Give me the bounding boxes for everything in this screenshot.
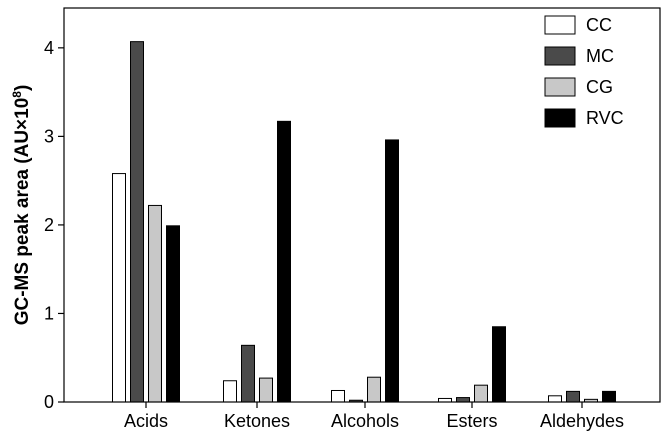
bar-mc-aldehydes [566, 390, 580, 403]
y-axis-title-close: ) [12, 85, 33, 91]
bar-rvc-aldehydes [602, 390, 616, 403]
legend-swatch-cc [544, 15, 576, 35]
y-tick-label: 4 [44, 38, 54, 58]
x-tick-label: Aldehydes [540, 411, 624, 431]
bar-rvc-esters [492, 326, 506, 403]
bar-cg-acids [148, 204, 162, 403]
x-tick-label: Ketones [224, 411, 290, 431]
legend-label-rvc: RVC [586, 108, 624, 128]
legend-label-mc: MC [586, 46, 614, 66]
legend-swatch-mc [544, 46, 576, 66]
y-axis-title-main: GC-MS peak area (AU×10 [12, 98, 33, 326]
bar-rvc-ketones [277, 120, 291, 403]
bar-cc-acids [112, 173, 126, 403]
x-tick-label: Alcohols [331, 411, 399, 431]
bars-group [112, 41, 616, 403]
bar-cg-esters [474, 384, 488, 403]
bar-cg-ketones [259, 377, 273, 403]
bar-cc-aldehydes [548, 395, 562, 403]
bar-mc-esters [456, 397, 470, 403]
bar-cc-ketones [223, 380, 237, 403]
y-axis: 0 1 2 3 4 [44, 38, 64, 412]
legend-swatch-rvc [544, 108, 576, 128]
bar-rvc-acids [166, 225, 180, 403]
legend-label-cc: CC [586, 15, 612, 35]
legend-label-cg: CG [586, 77, 613, 97]
bar-cc-alcohols [331, 389, 345, 403]
y-tick-label: 2 [44, 215, 54, 235]
bar-mc-acids [130, 41, 144, 403]
y-axis-title-superscript: 8 [10, 91, 24, 98]
plot-frame [63, 7, 661, 403]
x-tick-label: Esters [446, 411, 497, 431]
legend-swatch-cg [544, 77, 576, 97]
y-tick-label: 1 [44, 303, 54, 323]
legend: CC MC CG RVC [544, 15, 624, 128]
x-axis: Acids Ketones Alcohols Esters Aldehydes [124, 402, 624, 431]
bar-cg-alcohols [367, 376, 381, 403]
bar-rvc-alcohols [385, 139, 399, 403]
y-axis-title: GC-MS peak area (AU×108) [10, 85, 33, 326]
bar-mc-ketones [241, 344, 255, 403]
y-tick-label: 3 [44, 126, 54, 146]
x-tick-label: Acids [124, 411, 168, 431]
y-tick-label: 0 [44, 392, 54, 412]
